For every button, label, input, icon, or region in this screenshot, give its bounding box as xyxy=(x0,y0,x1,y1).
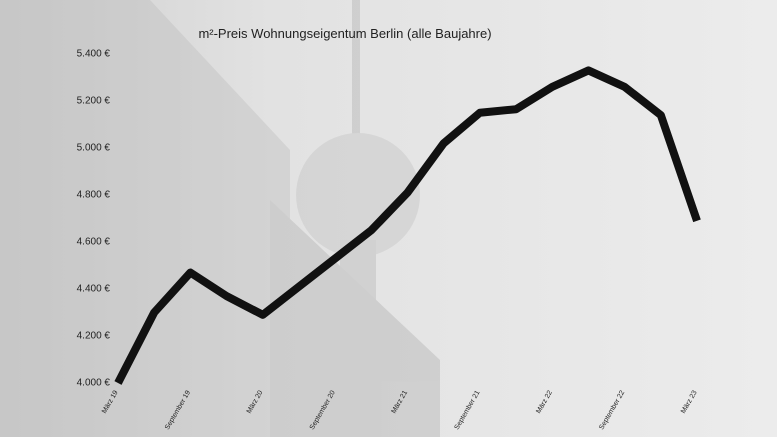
y-tick-label: 4.800 € xyxy=(77,190,111,201)
y-tick-label: 5.200 € xyxy=(77,96,111,107)
y-tick-label: 4.000 € xyxy=(77,378,111,389)
chart-title: m²-Preis Wohnungseigentum Berlin (alle B… xyxy=(198,26,491,41)
y-tick-label: 4.200 € xyxy=(77,331,111,342)
line xyxy=(114,66,701,385)
y-tick-label: 4.400 € xyxy=(77,284,111,295)
y-tick-label: 5.000 € xyxy=(77,143,111,154)
background-photo xyxy=(0,0,440,437)
y-tick-label: 5.400 € xyxy=(77,49,111,60)
y-tick-label: 4.600 € xyxy=(77,237,111,248)
